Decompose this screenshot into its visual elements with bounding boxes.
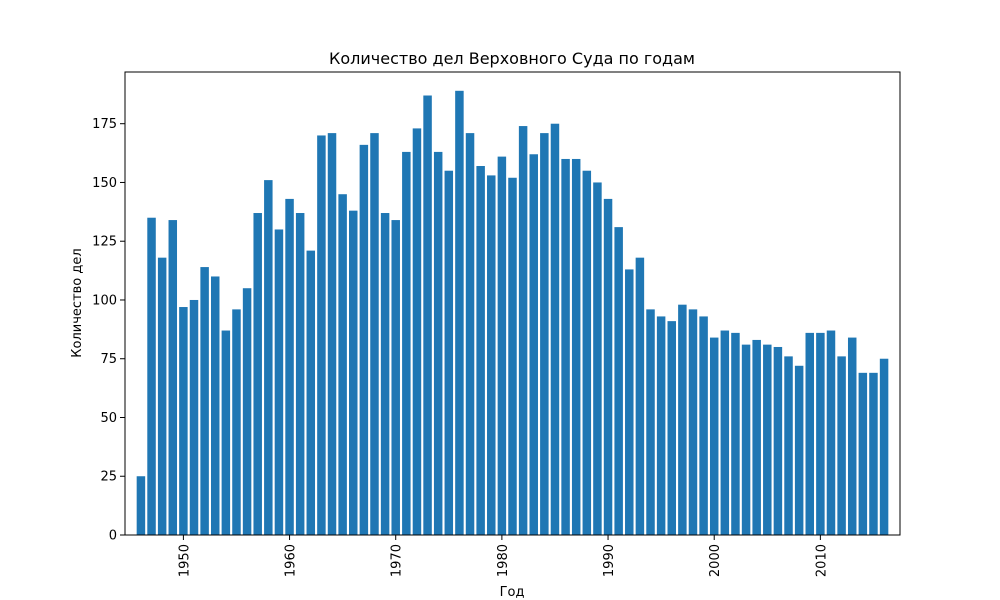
bar-2016 [879, 358, 889, 535]
bar-1985 [550, 123, 560, 536]
x-axis-label: Год [500, 585, 525, 600]
bar-1987 [571, 158, 581, 535]
bar-1988 [582, 170, 592, 535]
bar-1959 [274, 229, 284, 535]
bar-1974 [433, 151, 443, 535]
bar-1982 [518, 126, 528, 535]
x-tick-label: 2000 [708, 544, 723, 577]
y-tick-label: 175 [92, 117, 117, 132]
bar-1965 [338, 194, 347, 535]
bar-1989 [593, 182, 602, 535]
y-axis-label: Количество дел [70, 248, 85, 357]
bar-1993 [635, 257, 645, 535]
bar-1960 [285, 198, 294, 535]
bar-1973 [423, 95, 432, 535]
bar-1969 [380, 213, 390, 535]
bar-1958 [264, 180, 273, 536]
bar-1990 [603, 198, 613, 535]
bar-1952 [200, 267, 209, 535]
bar-1995 [656, 316, 666, 535]
bars-group [136, 90, 889, 536]
bar-1964 [327, 133, 337, 536]
bar-1972 [412, 128, 422, 535]
bar-1980 [497, 156, 507, 536]
bar-1970 [391, 220, 400, 535]
y-tick-label: 50 [100, 411, 117, 426]
bar-1947 [147, 217, 156, 535]
bar-1981 [508, 177, 517, 535]
bar-2012 [837, 356, 846, 535]
x-axis: 1950 1960 1970 1980 1990 2000 2010 [177, 535, 829, 577]
bar-1946 [136, 476, 146, 535]
bar-1948 [157, 257, 167, 535]
bar-1961 [295, 213, 305, 535]
bar-1975 [444, 170, 454, 535]
bar-1956 [242, 288, 252, 535]
bar-1983 [529, 154, 538, 535]
bar-1986 [561, 158, 570, 535]
bar-2005 [763, 344, 772, 535]
x-tick-label: 1980 [496, 544, 511, 577]
bar-1971 [402, 151, 411, 535]
bar-1991 [614, 227, 623, 535]
y-tick-label: 125 [92, 235, 117, 250]
plot-frame [124, 71, 901, 536]
bar-2003 [741, 344, 751, 535]
bar-1950 [179, 307, 188, 535]
bar-2015 [869, 372, 878, 535]
bar-1962 [306, 250, 316, 535]
x-tick-label: 1960 [284, 544, 299, 577]
bar-1994 [646, 309, 655, 535]
bar-2013 [847, 337, 857, 535]
bar-1976 [455, 90, 464, 536]
y-tick-label: 100 [92, 293, 117, 308]
bar-1998 [688, 309, 698, 535]
bar-2002 [731, 332, 740, 535]
bar-2004 [752, 339, 761, 535]
x-tick-label: 2010 [814, 544, 829, 577]
y-tick-label: 150 [92, 176, 117, 191]
bar-1949 [168, 220, 178, 535]
bar-2011 [826, 330, 836, 535]
bar-2008 [794, 365, 804, 535]
bar-1953 [210, 276, 220, 535]
bar-1977 [465, 133, 475, 536]
bar-2010 [816, 332, 825, 535]
bar-2014 [858, 372, 868, 535]
bar-1979 [487, 175, 496, 535]
bar-1999 [699, 316, 708, 535]
x-tick-label: 1990 [602, 544, 617, 577]
bar-2007 [784, 356, 793, 535]
bar-1951 [189, 299, 199, 535]
bar-2009 [805, 332, 814, 535]
bar-1967 [359, 144, 369, 536]
x-tick-label: 1950 [177, 544, 192, 577]
y-tick-label: 0 [109, 529, 117, 544]
bar-1992 [625, 269, 634, 535]
bar-1963 [317, 135, 326, 535]
bar-2000 [709, 337, 719, 535]
y-tick-label: 25 [100, 470, 117, 485]
bar-1996 [667, 321, 676, 535]
bar-1997 [678, 304, 687, 535]
bar-2006 [773, 346, 783, 535]
bar-1966 [349, 210, 358, 535]
bar-1978 [476, 166, 485, 535]
chart-title: Количество дел Верховного Суда по годам [329, 49, 695, 68]
bar-1954 [221, 330, 231, 535]
bar-1968 [370, 133, 379, 536]
bar-1957 [253, 213, 262, 535]
y-axis: 0 25 50 75 100 125 150 175 [92, 117, 125, 544]
bar-1984 [540, 133, 549, 536]
y-tick-label: 75 [100, 352, 117, 367]
bar-2001 [720, 330, 730, 535]
x-tick-label: 1970 [390, 544, 405, 577]
bar-1955 [232, 309, 241, 535]
